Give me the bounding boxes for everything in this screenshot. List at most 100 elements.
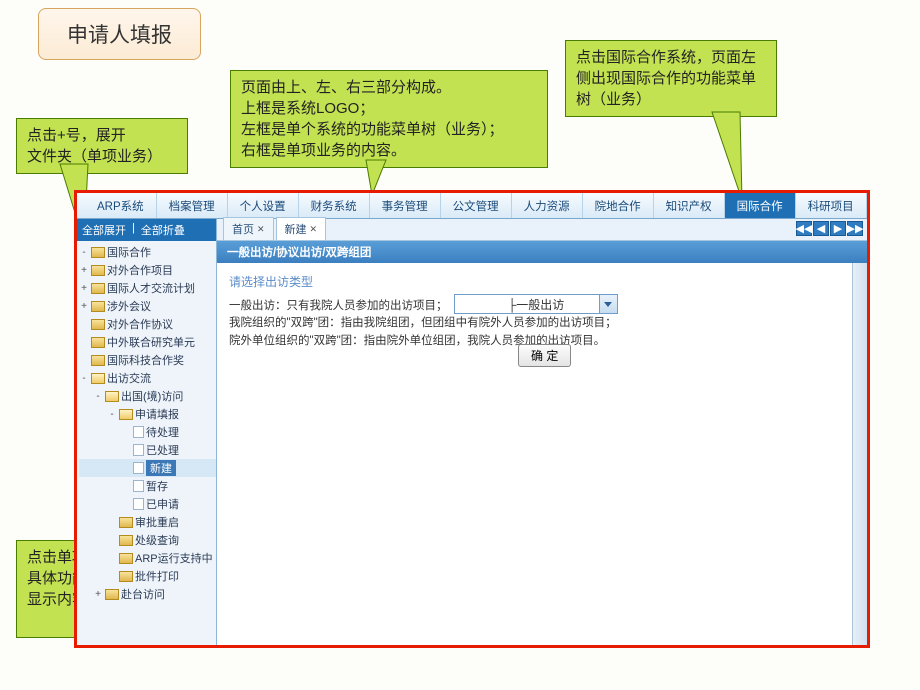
expand-icon[interactable]: + xyxy=(79,265,89,276)
confirm-button[interactable]: 确 定 xyxy=(518,344,571,367)
folder-open-icon xyxy=(105,391,119,402)
tree-item[interactable]: -国际合作 xyxy=(79,243,216,261)
tree-item[interactable]: + 国际人才交流计划 xyxy=(79,279,216,297)
nav-item[interactable]: 个人设置 xyxy=(228,193,299,218)
tab-label: 首页 xyxy=(232,221,254,237)
tree-label: 申请填报 xyxy=(135,406,179,422)
tree-item[interactable]: 已申请 xyxy=(79,495,216,513)
nav-item[interactable]: 科研项目 xyxy=(796,193,867,218)
visit-type-select[interactable]: ├一般出访 xyxy=(454,294,618,314)
nav-item[interactable]: 国际合作 xyxy=(725,193,796,218)
tree-label: 出国(境)访问 xyxy=(121,388,183,404)
tree-item[interactable]: - 出访交流 xyxy=(79,369,216,387)
tree-label: 暂存 xyxy=(146,478,168,494)
tree-item[interactable]: 待处理 xyxy=(79,423,216,441)
folder-open-icon xyxy=(119,409,133,420)
scrollbar[interactable] xyxy=(852,263,867,645)
tree-item[interactable]: 中外联合研究单元 xyxy=(79,333,216,351)
tree-item[interactable]: 对外合作协议 xyxy=(79,315,216,333)
tree-item[interactable]: - 出国(境)访问 xyxy=(79,387,216,405)
expand-all[interactable]: 全部展开 xyxy=(82,222,126,238)
folder-icon xyxy=(91,319,105,330)
nav-next-icon[interactable]: ▶ xyxy=(830,221,846,236)
collapse-icon[interactable]: - xyxy=(79,373,89,384)
tree-label: 对外合作协议 xyxy=(107,316,173,332)
nav-first-icon[interactable]: ◀◀ xyxy=(796,221,812,236)
tree-label: 对外合作项目 xyxy=(107,262,173,278)
sidebar: 全部展开 | 全部折叠 -国际合作 + 对外合作项目 + 国际人才交流计划 + 涉外会议对外… xyxy=(77,219,217,645)
expand-icon[interactable]: + xyxy=(93,589,103,600)
folder-icon xyxy=(119,517,133,528)
nav-item[interactable]: 院地合作 xyxy=(583,193,654,218)
tree-item[interactable]: 处级查询 xyxy=(79,531,216,549)
close-icon[interactable]: ✕ xyxy=(310,224,318,235)
tree-item[interactable]: + 对外合作项目 xyxy=(79,261,216,279)
tree-label: 新建 xyxy=(146,460,176,476)
close-icon[interactable]: ✕ xyxy=(257,224,265,235)
nav-item[interactable]: ARP系统 xyxy=(85,193,157,218)
tree-item[interactable]: 审批重启 xyxy=(79,513,216,531)
tree-label: 涉外会议 xyxy=(107,298,151,314)
form-prompt: 请选择出访类型 xyxy=(229,273,855,290)
chevron-down-icon xyxy=(604,302,612,307)
tabs-row: 首页✕新建✕ ◀◀ ◀ ▶ ▶▶ xyxy=(217,219,867,241)
tree-label: 批件打印 xyxy=(135,568,179,584)
page-icon xyxy=(133,426,144,438)
tree-label: 已申请 xyxy=(146,496,179,512)
nav-item[interactable]: 人力资源 xyxy=(512,193,583,218)
tree-label: 国际科技合作奖 xyxy=(107,352,184,368)
folder-icon xyxy=(119,571,133,582)
tree-item[interactable]: 国际科技合作奖 xyxy=(79,351,216,369)
menu-tree: -国际合作 + 对外合作项目 + 国际人才交流计划 + 涉外会议对外合作协议中外联合研究单元… xyxy=(77,241,216,605)
tree-item[interactable]: 新建 xyxy=(79,459,216,477)
page-icon xyxy=(133,444,144,456)
tree-item[interactable]: 暂存 xyxy=(79,477,216,495)
page-icon xyxy=(133,480,144,492)
collapse-icon[interactable]: - xyxy=(107,409,117,420)
nav-prev-icon[interactable]: ◀ xyxy=(813,221,829,236)
expand-icon[interactable]: + xyxy=(79,283,89,294)
folder-open-icon xyxy=(91,373,105,384)
folder-icon xyxy=(91,283,105,294)
tree-label: ARP运行支持中 xyxy=(135,550,213,566)
tree-label: 国际人才交流计划 xyxy=(107,280,195,296)
expand-icon[interactable]: + xyxy=(79,301,89,312)
folder-icon xyxy=(91,247,105,258)
nav-item[interactable]: 财务系统 xyxy=(299,193,370,218)
collapse-icon[interactable]: - xyxy=(93,391,103,402)
tab[interactable]: 新建✕ xyxy=(276,217,327,240)
tree-item[interactable]: + 涉外会议 xyxy=(79,297,216,315)
nav-item[interactable]: 公文管理 xyxy=(441,193,512,218)
collapse-all[interactable]: 全部折叠 xyxy=(141,222,185,238)
callout-top-right: 点击国际合作系统，页面左侧出现国际合作的功能菜单树（业务） xyxy=(565,40,777,117)
top-nav: ARP系统档案管理个人设置财务系统事务管理公文管理人力资源院地合作知识产权国际合… xyxy=(77,193,867,219)
content-pane: 首页✕新建✕ ◀◀ ◀ ▶ ▶▶ 一般出访/协议出访/双跨组团 请选择出访类型 … xyxy=(217,219,867,645)
tree-item[interactable]: 已处理 xyxy=(79,441,216,459)
folder-icon xyxy=(105,589,119,600)
sidebar-header: 全部展开 | 全部折叠 xyxy=(77,219,216,241)
tab[interactable]: 首页✕ xyxy=(223,217,274,240)
tree-label: 处级查询 xyxy=(135,532,179,548)
callout-top-middle: 页面由上、左、右三部分构成。 上框是系统LOGO； 左框是单个系统的功能菜单树（… xyxy=(230,70,548,168)
tree-item[interactable]: - 申请填报 xyxy=(79,405,216,423)
tree-item[interactable]: ARP运行支持中 xyxy=(79,549,216,567)
select-value: ├一般出访 xyxy=(508,296,565,313)
tree-label: 审批重启 xyxy=(135,514,179,530)
nav-last-icon[interactable]: ▶▶ xyxy=(847,221,863,236)
nav-item[interactable]: 知识产权 xyxy=(654,193,725,218)
tree-label: 赴台访问 xyxy=(121,586,165,602)
tree-label: 待处理 xyxy=(146,424,179,440)
tree-item[interactable]: + 赴台访问 xyxy=(79,585,216,603)
tab-label: 新建 xyxy=(285,221,307,237)
folder-icon xyxy=(119,535,133,546)
tree-item[interactable]: 批件打印 xyxy=(79,567,216,585)
folder-icon xyxy=(91,301,105,312)
tree-label: 中外联合研究单元 xyxy=(107,334,195,350)
nav-item[interactable]: 档案管理 xyxy=(157,193,228,218)
tab-nav-icons[interactable]: ◀◀ ◀ ▶ ▶▶ xyxy=(796,221,863,236)
nav-item[interactable]: 事务管理 xyxy=(370,193,441,218)
tree-label: 出访交流 xyxy=(107,370,151,386)
folder-icon xyxy=(119,553,133,564)
collapse-icon[interactable]: - xyxy=(79,247,89,258)
folder-icon xyxy=(91,265,105,276)
